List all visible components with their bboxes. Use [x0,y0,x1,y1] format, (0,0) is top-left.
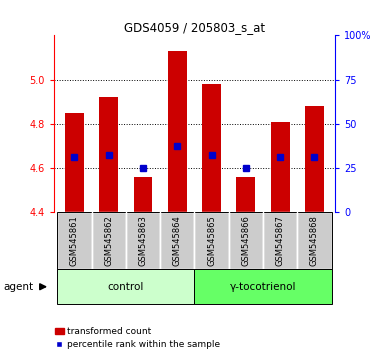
Bar [160,212,194,269]
Bar [263,212,297,269]
Bar [236,177,255,212]
Bar [168,51,187,212]
Text: agent: agent [4,282,34,292]
Text: GSM545866: GSM545866 [241,215,250,266]
Text: GSM545865: GSM545865 [207,215,216,266]
Bar [194,212,229,269]
Text: control: control [108,282,144,292]
Bar [202,84,221,212]
Bar [57,212,92,269]
Bar [194,269,331,304]
Text: GSM545868: GSM545868 [310,215,319,266]
Bar [297,212,331,269]
Text: GSM545862: GSM545862 [104,215,113,266]
Legend: transformed count, percentile rank within the sample: transformed count, percentile rank withi… [55,327,220,349]
Title: GDS4059 / 205803_s_at: GDS4059 / 205803_s_at [124,21,265,34]
Text: γ-tocotrienol: γ-tocotrienol [230,282,296,292]
Bar [134,177,152,212]
Text: GSM545867: GSM545867 [276,215,285,266]
Bar [305,106,324,212]
Bar [126,212,160,269]
Bar [271,122,290,212]
Bar [57,269,194,304]
Bar [65,113,84,212]
Bar [92,212,126,269]
Bar [99,97,118,212]
Text: GSM545861: GSM545861 [70,215,79,266]
Text: GSM545864: GSM545864 [173,215,182,266]
Text: GSM545863: GSM545863 [139,215,147,266]
Bar [229,212,263,269]
